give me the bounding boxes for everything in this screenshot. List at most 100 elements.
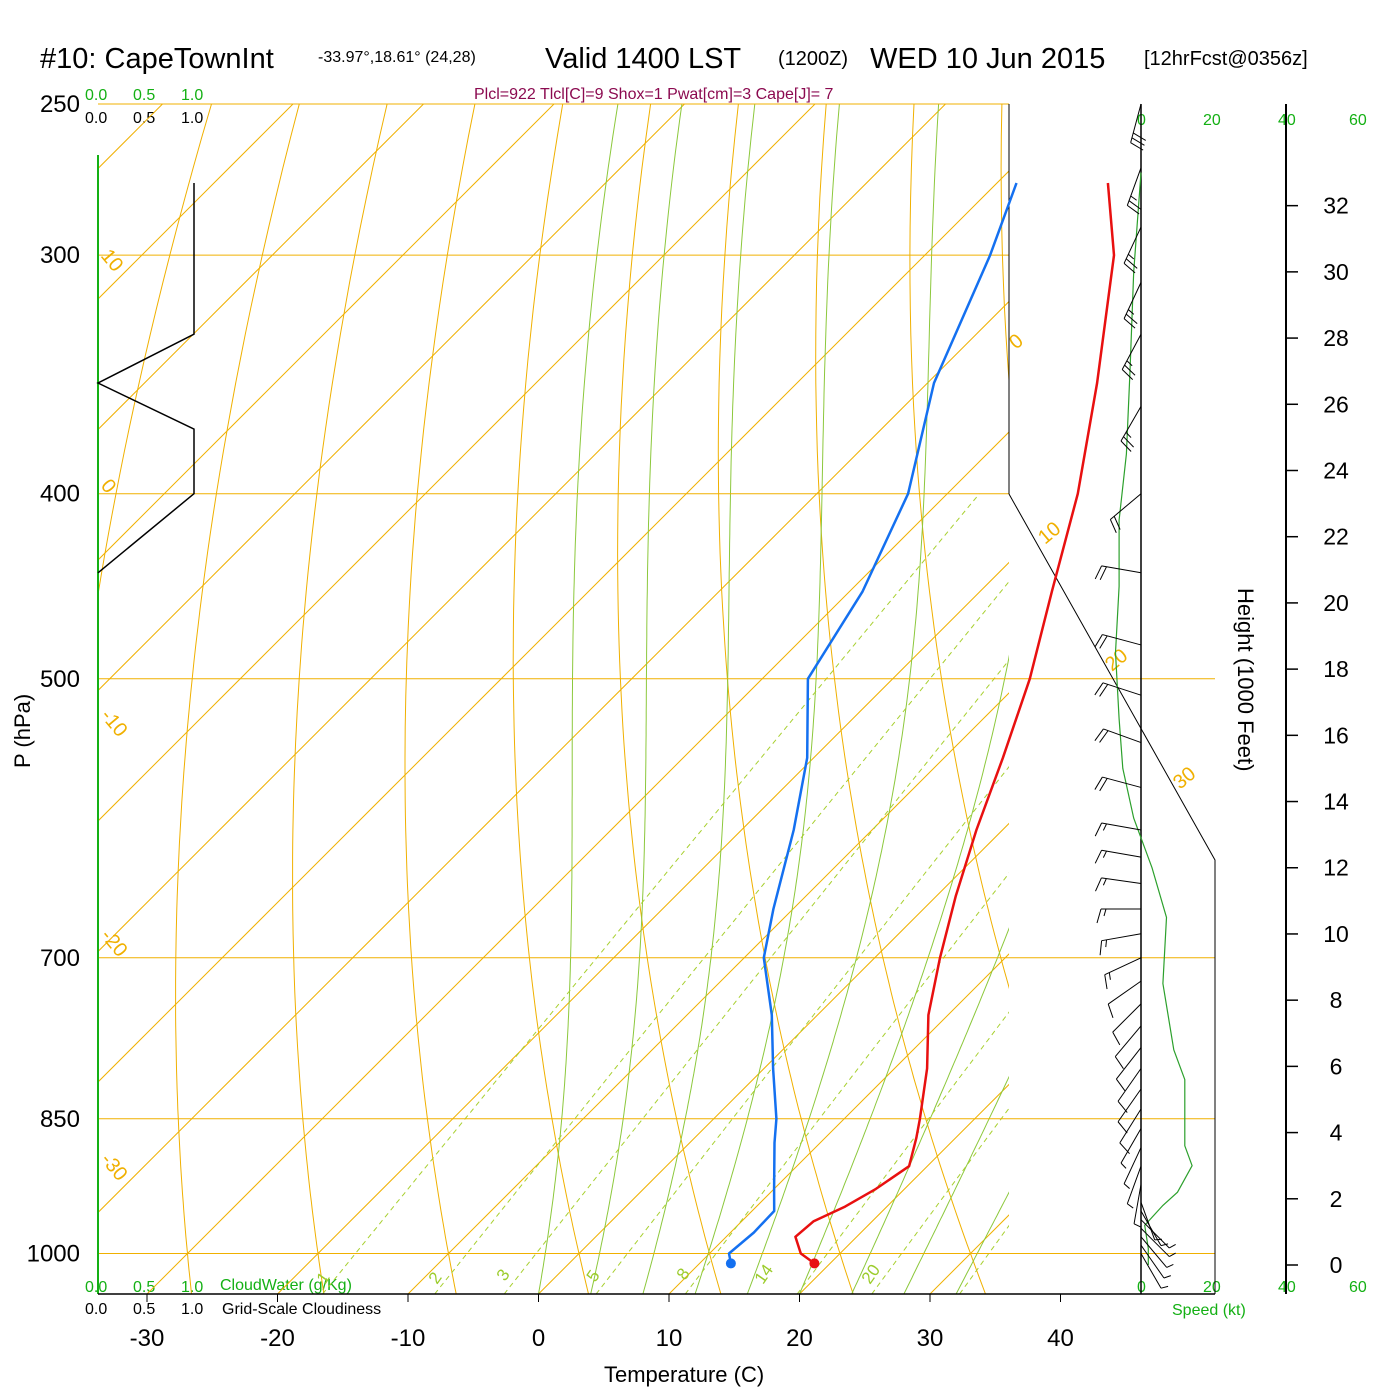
wind-barb [1094, 822, 1142, 837]
wind-barb [1095, 877, 1142, 892]
cloudiness-profile [96, 183, 195, 574]
wind-barb-half-feather [1127, 253, 1135, 260]
surface-temperature-marker [809, 1258, 820, 1269]
wind-barb [1140, 1236, 1174, 1268]
wind-barb-feather [1130, 142, 1144, 151]
wind-barb-half-feather [1169, 1252, 1176, 1258]
moist-adiabat-line [799, 654, 1009, 1294]
isotherm-line [98, 300, 1009, 1214]
wind-barb [1114, 1025, 1142, 1069]
wind-barb-staff [1101, 565, 1142, 574]
isotherm-line [277, 561, 1009, 1294]
height-tick-label: 24 [1323, 457, 1349, 483]
wind-barb-staff [1140, 1236, 1168, 1268]
isotherm-label: -30 [96, 1149, 131, 1185]
wind-barb-half-feather [1123, 1183, 1130, 1189]
wind-barb-feather [1094, 776, 1103, 790]
wind-barb-staff [1140, 1244, 1165, 1279]
wind-barb-staff [1104, 957, 1142, 976]
wind-barb-half-feather [1133, 1223, 1141, 1228]
pressure-lines [98, 103, 1215, 1255]
wind-barb-staff [1102, 776, 1142, 788]
isotherm-line [98, 104, 946, 953]
wind-barb-staff [1140, 1202, 1156, 1240]
moist-adiabat-line [746, 104, 940, 1294]
temperature-tick-label: -20 [260, 1325, 295, 1352]
moist-adiabat-line [903, 1075, 1009, 1294]
valid-time: Valid 1400 LST [545, 43, 741, 75]
isotherm-line [98, 104, 424, 431]
dewpoint-line [727, 182, 1018, 1264]
wind-barb-half-feather [1160, 1285, 1169, 1289]
mixing-ratio-label: 8 [673, 1265, 694, 1284]
wind-barb-staff [1101, 822, 1142, 831]
wind-barb [1096, 908, 1141, 924]
wind-barb-feather [1099, 778, 1108, 792]
wind-barb-staff [1133, 1184, 1142, 1224]
wind-barb-feather [1117, 1100, 1128, 1113]
mixing-ratio-line [322, 493, 980, 1294]
speed-tick-top-3: 60 [1349, 112, 1367, 129]
height-tick-label: 20 [1323, 590, 1349, 616]
wind-barb-feather [1104, 974, 1108, 990]
wind-barb-feather [1099, 684, 1109, 697]
wind-barb-staff [1123, 1147, 1142, 1185]
wind-barb-feather [1112, 1031, 1121, 1046]
wind-barb [1140, 1227, 1176, 1258]
isotherm-line [799, 1083, 1009, 1294]
wind-barb-half-feather [1105, 939, 1108, 948]
wind-barb-feather [1094, 728, 1104, 741]
wind-barb-feather [1123, 436, 1134, 448]
wind-barb [1094, 682, 1142, 697]
plot-frame [97, 104, 1287, 1295]
pressure-tick-label: 400 [40, 481, 80, 508]
dry-adiabat-label: 0 [1005, 330, 1028, 354]
cloudwater-tick-top-0: 0.0 [85, 87, 107, 104]
wind-barb-feather [1121, 369, 1134, 380]
wind-barb-feather [1107, 1003, 1114, 1019]
dry-adiabat-line [292, 104, 388, 1294]
forecast-info: [12hrFcst@0356z] [1144, 48, 1308, 70]
cloudwater-tick-bottom-2: 1.0 [181, 1279, 203, 1296]
wind-barb-feather [1128, 200, 1142, 210]
wind-barb-half-feather [1102, 823, 1107, 831]
wind-barb [1099, 933, 1142, 956]
moist-adiabat-line [851, 927, 1009, 1294]
isotherm-line [98, 104, 555, 561]
dry-adiabat-label: 30 [1169, 763, 1200, 794]
wind-barb [1140, 1202, 1162, 1241]
mixing-ratio-line [684, 872, 1009, 1294]
wind-barb-staff [1112, 1003, 1142, 1033]
wind-barb-feather [1124, 364, 1136, 376]
height-tick-label: 26 [1323, 391, 1349, 417]
mixing-ratio-label: 3 [493, 1266, 514, 1285]
wind-barb-feather [1132, 132, 1146, 141]
height-tick-label: 6 [1330, 1053, 1343, 1079]
wind-barb [1123, 282, 1142, 329]
height-tick-label: 0 [1330, 1252, 1343, 1278]
wind-barb-feather [1113, 516, 1121, 530]
mixing-ratio-line [796, 1011, 1009, 1294]
height-tick-label: 8 [1330, 987, 1343, 1013]
height-tick-label: 4 [1330, 1120, 1343, 1146]
dry-adiabat-line [617, 104, 722, 1294]
frame-right-diagonal [1008, 493, 1216, 1294]
isotherm-label: 0 [96, 475, 120, 498]
wind-barb-feather [1125, 258, 1138, 269]
wind-barb-half-feather [1127, 1203, 1134, 1209]
wind-barb-half-feather [1120, 1162, 1127, 1169]
mixing-ratio-line [503, 659, 1009, 1294]
wind-barb-staff [1120, 406, 1142, 442]
wind-barb-half-feather [1160, 1243, 1169, 1247]
wind-barb-staff [1121, 333, 1142, 370]
height-tick-label: 16 [1323, 722, 1349, 748]
wind-barb-feather [1125, 313, 1138, 325]
wind-barb-feather [1096, 908, 1102, 924]
wind-barb [1140, 1219, 1176, 1249]
mixing-ratio-line [595, 765, 1009, 1294]
wind-barb-staff [1140, 1227, 1170, 1257]
cloudiness-tick-bottom-2: 1.0 [181, 1301, 203, 1318]
temperature-line [794, 182, 1116, 1265]
wind-barb [1112, 1003, 1142, 1046]
